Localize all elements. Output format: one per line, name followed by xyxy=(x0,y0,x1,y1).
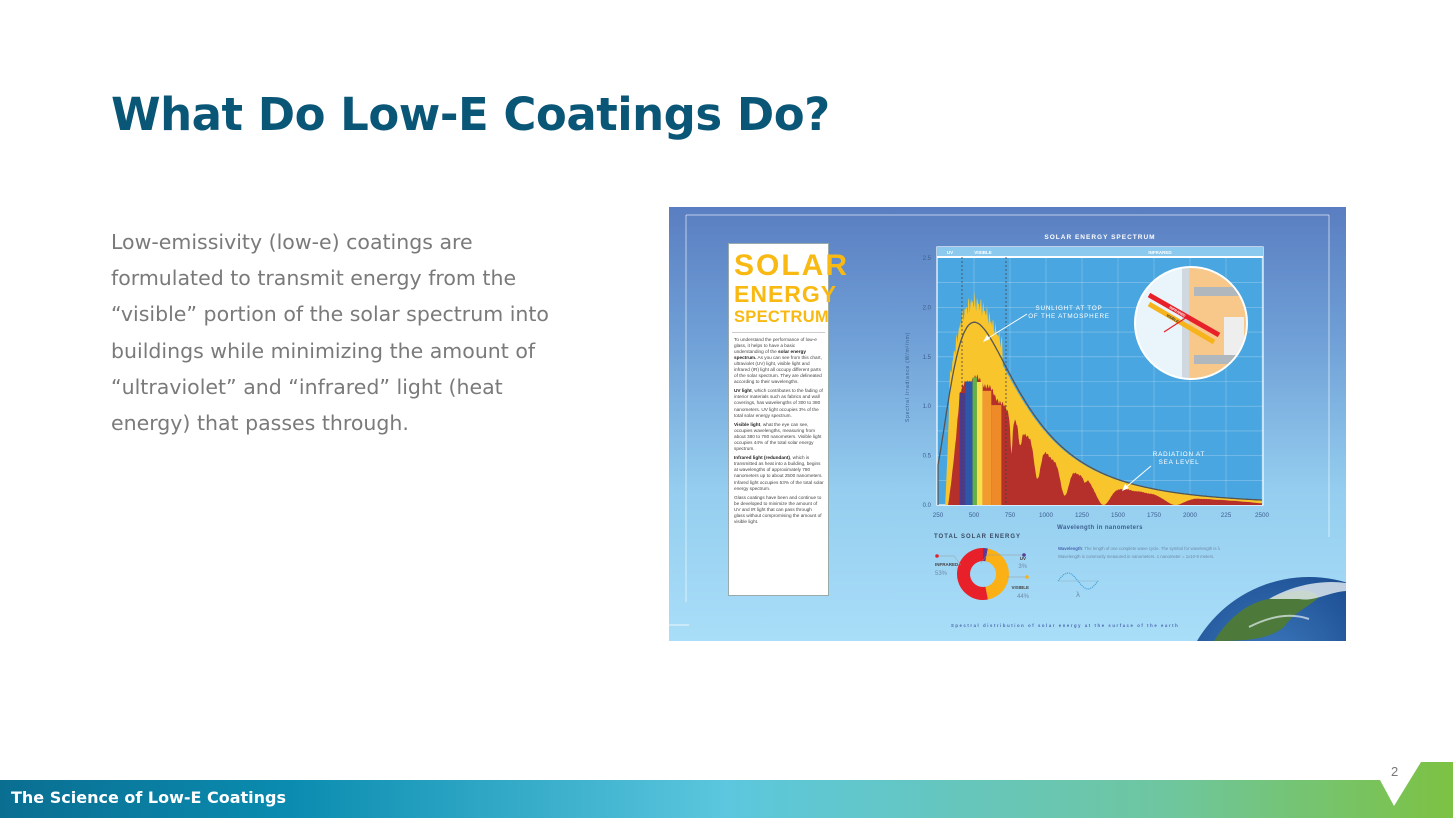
slide-title: What Do Low-E Coatings Do? xyxy=(111,88,830,141)
annotation-arrow xyxy=(984,313,1028,341)
y-tick: 1.5 xyxy=(923,355,932,361)
visible-band xyxy=(965,381,973,505)
y-axis-label: Spectral Irradiance (W/m²/nm) xyxy=(905,332,911,422)
wavelength-note: Wavelength: The length of one complete w… xyxy=(1058,546,1221,551)
band-bar xyxy=(937,247,1263,256)
body-line: Low-emissivity (low-e) coatings are xyxy=(111,230,473,254)
x-tick: 1500 xyxy=(1111,512,1126,519)
panel-paragraph: Infrared light (redundant), which is tra… xyxy=(734,455,824,491)
band-label-visible: VISIBLE xyxy=(974,250,992,255)
y-tick: 2.0 xyxy=(923,305,932,311)
y-tick: 2.5 xyxy=(923,256,932,262)
solar-spectrum-infographic: SOLAR ENERGY SPECTRUM UV VISIBLE INFRARE… xyxy=(669,207,1346,641)
annotation-arrow xyxy=(1124,465,1152,489)
earth-globe-image xyxy=(1197,577,1346,641)
body-line: “ultraviolet” and “infrared” light (heat xyxy=(111,374,503,399)
x-axis-label: Wavelength in nanometers xyxy=(1057,525,1143,531)
solar-energy-spectrum-panel: SOLAR ENERGY SPECTRUM To understand the … xyxy=(728,243,847,596)
x-tick: 500 xyxy=(969,512,980,519)
leader-dot xyxy=(1022,553,1026,557)
infographic-graphics: SOLAR ENERGY SPECTRUM UV VISIBLE INFRARE… xyxy=(669,214,1346,641)
slide-body-text: Low-emissivity (low-e) coatings are form… xyxy=(111,224,611,441)
caption: Spectral distribution of solar energy at… xyxy=(951,623,1179,628)
panel-title-line: SPECTRUM xyxy=(734,308,829,326)
panel-text: To understand the performance of low-e g… xyxy=(729,337,828,526)
footer-title: The Science of Low-E Coatings xyxy=(11,788,287,807)
leader-line xyxy=(937,555,962,566)
visible-band xyxy=(976,381,983,505)
body-line: energy) that passes through. xyxy=(111,411,409,436)
donut-segment-infrared xyxy=(957,548,988,600)
annotation-sea: SEA LEVEL xyxy=(1159,459,1200,466)
panel-paragraph: Glass coatings have been and continue to… xyxy=(734,494,822,525)
donut-segment-uv xyxy=(983,548,988,562)
x-tick: 1250 xyxy=(1075,512,1090,519)
donut-value-visible: 44% xyxy=(1017,594,1030,600)
arrow-head-icon xyxy=(983,335,990,342)
visible-spectrum-bands xyxy=(959,377,1002,505)
band-label-uv: UV xyxy=(947,250,953,255)
donut-label-uv: UV xyxy=(1020,556,1026,561)
leader-dot xyxy=(935,554,939,558)
footer-bar xyxy=(0,762,1453,818)
band-label-infrared: INFRARED xyxy=(1148,250,1172,255)
annotation-top: SUNLIGHT AT TOP xyxy=(1035,305,1102,312)
x-axis-ticks: 250 500 750 1000 1250 1500 1750 2000 225… xyxy=(933,512,1270,519)
visible-band xyxy=(991,405,1002,505)
x-tick: 750 xyxy=(1005,512,1016,519)
donut-label-infrared: INFRARED xyxy=(935,562,959,567)
x-tick: 2500 xyxy=(1255,512,1270,519)
lambda-symbol: λ xyxy=(1076,591,1080,599)
x-tick: 250 xyxy=(933,512,944,519)
chart-title: SOLAR ENERGY SPECTRUM xyxy=(1044,234,1155,241)
y-axis-ticks: 0.0 0.5 1.0 1.5 2.0 2.5 xyxy=(923,256,932,509)
visible-band xyxy=(959,393,966,505)
donut-value-infrared: 53% xyxy=(935,571,948,577)
x-tick: 1000 xyxy=(1039,512,1054,519)
annotation-top: OF THE ATMOSPHERE xyxy=(1028,313,1110,320)
arrow-head-icon xyxy=(1122,484,1129,491)
page-number: 2 xyxy=(1391,764,1399,779)
panel-paragraph: To understand the performance of low-e g… xyxy=(734,336,822,385)
visible-band xyxy=(982,390,992,505)
body-line: “visible” portion of the solar spectrum … xyxy=(111,302,549,327)
leader-dot xyxy=(1025,575,1029,579)
panel-paragraph: UV light, which contributes to the fadin… xyxy=(734,388,823,418)
panel-title-line: ENERGY xyxy=(734,281,838,307)
window-inset-illustration: INFRARED VISIBLE xyxy=(1134,266,1248,380)
y-tick: 1.0 xyxy=(923,404,932,410)
body-line: formulated to transmit energy from the xyxy=(111,266,517,291)
panel-paragraph: Visible light, what the eye can see, occ… xyxy=(734,421,822,452)
y-tick: 0.5 xyxy=(923,454,932,460)
panel-divider xyxy=(732,331,825,333)
donut-title: TOTAL SOLAR ENERGY xyxy=(934,534,1021,540)
body-line: buildings while minimizing the amount of xyxy=(111,338,536,363)
inset-label: VISIBLE xyxy=(1166,313,1180,324)
donut-value-uv: 3% xyxy=(1018,564,1027,570)
annotation-sea: RADIATION AT xyxy=(1153,451,1205,458)
donut-segment-visible xyxy=(985,548,1009,600)
x-tick: 225 xyxy=(1221,512,1232,519)
donut-label-visible: VISIBLE xyxy=(1011,585,1029,590)
y-tick: 0.0 xyxy=(923,503,932,509)
leader-line xyxy=(980,554,1023,564)
sea-level-area xyxy=(948,374,1262,505)
wavelength-note: Wavelength is commonly measured in nanom… xyxy=(1058,554,1214,559)
x-tick: 1750 xyxy=(1147,512,1162,519)
visible-band xyxy=(972,377,977,505)
top-of-atmosphere-curve xyxy=(937,321,1263,505)
x-tick: 2000 xyxy=(1183,512,1198,519)
total-solar-energy-donut xyxy=(957,548,1009,600)
